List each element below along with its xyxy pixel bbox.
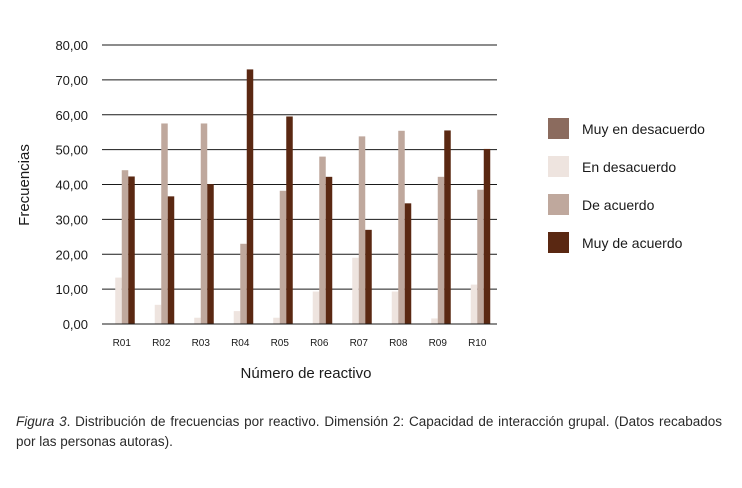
x-tick-label: R05	[271, 338, 290, 349]
y-axis-title: Frecuencias	[16, 144, 33, 226]
bar-r07-series-4	[365, 229, 372, 324]
x-tick-label: R02	[152, 338, 171, 349]
bar-r08-series-2	[391, 291, 399, 324]
bar-r10-series-3	[477, 189, 484, 324]
bar-r03-series-4	[207, 184, 214, 324]
bar-r07-series-2	[352, 257, 359, 324]
caption-text: . Distribución de frecuencias por reacti…	[16, 414, 722, 449]
legend-swatch	[548, 194, 569, 215]
y-tick-label: 20,00	[55, 247, 88, 262]
x-tick-label: R01	[113, 338, 132, 349]
bar-chart: 0,00 10,00 20,00 30,00 40,00 50,00 60,00 70,00 8…	[16, 38, 705, 382]
bar-r04-series-2	[233, 311, 241, 324]
x-tick-label: R06	[310, 338, 329, 349]
x-tick-label: R04	[231, 338, 250, 349]
bar-r04-series-3	[240, 243, 247, 324]
bar-r10-series-4	[483, 148, 491, 324]
bar-r10-series-2	[470, 284, 478, 324]
y-tick-labels: 0,00 10,00 20,00 30,00 40,00 50,00 60,00 70,00 8…	[55, 38, 88, 332]
bar-r08-series-4	[404, 203, 412, 324]
figure-label: Figura 3	[16, 414, 67, 429]
bar-r02-series-2	[154, 304, 162, 324]
bars	[115, 69, 491, 325]
bar-r03-series-2	[194, 317, 201, 324]
x-tick-labels: R01 R02 R03 R04 R05 R06 R07 R08 R09 R10	[113, 338, 487, 349]
x-axis-title: Número de reactivo	[241, 365, 372, 382]
y-tick-label: 80,00	[55, 38, 88, 53]
figure-caption: Figura 3. Distribución de frecuencias po…	[16, 412, 722, 452]
bar-r09-series-3	[437, 176, 445, 324]
y-tick-label: 10,00	[55, 282, 88, 297]
y-tick-label: 30,00	[55, 212, 88, 227]
x-tick-label: R08	[389, 338, 408, 349]
legend: Muy en desacuerdo En desacuerdo De acuerdo…	[548, 118, 705, 253]
bar-r05-series-2	[273, 317, 280, 324]
legend-label: De acuerdo	[582, 197, 655, 213]
bar-r02-series-4	[167, 196, 175, 324]
bar-r01-series-3	[121, 170, 129, 324]
bar-r07-series-3	[358, 136, 366, 324]
legend-label: Muy de acuerdo	[582, 235, 683, 251]
bar-r06-series-2	[312, 291, 320, 324]
bar-r06-series-3	[319, 156, 326, 324]
bar-r02-series-3	[161, 123, 168, 324]
legend-label: En desacuerdo	[582, 159, 676, 175]
x-tick-label: R03	[192, 338, 211, 349]
bar-r06-series-4	[325, 176, 333, 324]
y-tick-label: 40,00	[55, 178, 88, 193]
bar-r09-series-2	[431, 318, 438, 324]
legend-swatch	[548, 232, 569, 253]
legend-label: Muy en desacuerdo	[582, 121, 705, 137]
x-tick-label: R07	[350, 338, 369, 349]
legend-swatch	[548, 156, 569, 177]
y-tick-label: 50,00	[55, 143, 88, 158]
x-tick-label: R10	[468, 338, 487, 349]
bar-r01-series-4	[128, 176, 135, 324]
y-tick-label: 0,00	[63, 317, 88, 332]
bar-r03-series-3	[200, 123, 208, 324]
y-tick-label: 60,00	[55, 108, 88, 123]
bar-r09-series-4	[444, 130, 451, 324]
bar-r01-series-2	[115, 277, 122, 324]
bar-r05-series-4	[286, 116, 293, 325]
x-tick-label: R09	[429, 338, 448, 349]
bar-r04-series-4	[246, 69, 254, 324]
bar-r05-series-3	[279, 190, 287, 324]
legend-swatch	[548, 118, 569, 139]
bar-r08-series-3	[398, 130, 405, 324]
y-tick-label: 70,00	[55, 73, 88, 88]
